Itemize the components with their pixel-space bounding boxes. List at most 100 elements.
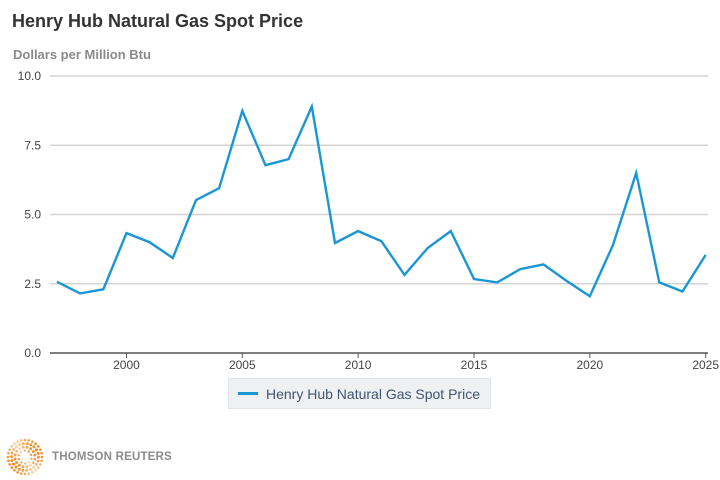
x-tick-label: 2000 (113, 358, 140, 372)
logo-dot (33, 457, 37, 461)
legend[interactable]: Henry Hub Natural Gas Spot Price (228, 378, 491, 409)
x-tick-label: 2025 (692, 358, 719, 372)
logo-dot (31, 440, 34, 443)
logo-dot (25, 442, 29, 446)
y-tick-label: 10.0 (18, 69, 42, 83)
logo-dot (7, 459, 10, 463)
thomson-reuters-logo-icon (6, 438, 44, 476)
brand-logo: THOMSON REUTERS (6, 438, 172, 476)
logo-dot (27, 450, 30, 453)
logo-dot (8, 463, 11, 466)
logo-dot (34, 448, 38, 452)
brand-name: THOMSON REUTERS (52, 451, 172, 463)
y-tick-label: 0.0 (24, 346, 41, 360)
logo-dot (36, 466, 40, 469)
logo-dot (16, 440, 19, 443)
logo-dot (16, 471, 19, 474)
logo-dot (17, 454, 20, 457)
logo-dot (19, 439, 23, 442)
x-axis: 2000 2005 2010 2015 2020 2025 (50, 352, 719, 372)
logo-dot (27, 439, 31, 442)
logo-dot (27, 460, 31, 464)
line-chart: 0.0 2.5 5.0 7.5 10.0 2000 2005 2010 2015 2020 202… (18, 69, 720, 372)
logo-dot (10, 451, 14, 455)
x-tick-label: 2010 (345, 358, 372, 372)
logo-dot (12, 462, 16, 466)
logo-dot (21, 445, 25, 449)
y-tick-label: 7.5 (24, 138, 41, 152)
logo-dot (29, 463, 32, 467)
logo-dot (10, 466, 14, 469)
logo-dot (21, 468, 25, 472)
logo-dot (33, 453, 37, 457)
y-tick-label: 2.5 (24, 277, 41, 291)
logo-dot (23, 449, 26, 452)
logo-dot (10, 445, 14, 448)
x-tick-label: 2020 (576, 358, 603, 372)
logo-dot (31, 461, 35, 465)
logo-dot (21, 465, 25, 469)
logo-dot (6, 455, 10, 459)
series-line (56, 102, 707, 298)
logo-dot (23, 438, 27, 442)
logo-dot (39, 448, 42, 451)
logo-dot (39, 463, 42, 466)
logo-dot (19, 472, 23, 475)
legend-label: Henry Hub Natural Gas Spot Price (266, 385, 480, 402)
logo-dot (17, 467, 21, 471)
logo-dot (32, 465, 36, 469)
logo-dot (13, 457, 17, 461)
logo-dot (25, 468, 29, 472)
logo-dot (25, 465, 29, 469)
logo-dot (29, 443, 33, 447)
logo-dot (32, 445, 36, 449)
logo-dot (17, 458, 21, 461)
logo-dot (28, 467, 32, 471)
logo-dot (17, 463, 21, 467)
logo-dot (15, 461, 19, 464)
series-layer (56, 102, 707, 298)
y-axis-units-label: Dollars per Million Btu (13, 47, 151, 62)
logo-dot (14, 445, 18, 449)
x-tick-label: 2015 (461, 358, 488, 372)
chart-title: Henry Hub Natural Gas Spot Price (12, 11, 304, 31)
y-axis-ticks: 0.0 2.5 5.0 7.5 10.0 (18, 69, 42, 360)
y-tick-label: 5.0 (24, 208, 41, 222)
logo-dot (34, 468, 37, 472)
logo-dot (24, 462, 27, 465)
logo-dot (12, 448, 16, 452)
logo-dot (18, 443, 22, 447)
logo-dot (36, 455, 40, 459)
logo-dot (13, 468, 16, 472)
logo-dot (8, 448, 11, 451)
logo-dot (29, 447, 33, 451)
logo-dot (29, 453, 33, 456)
logo-dot (14, 465, 18, 469)
logo-dot (30, 457, 33, 460)
logo-dot (20, 461, 23, 464)
logo-dot (40, 455, 44, 459)
logo-dot (40, 451, 43, 455)
logo-dot (40, 459, 43, 463)
logo-dot (21, 442, 25, 446)
logo-dot (13, 442, 16, 446)
logo-dot (10, 459, 14, 463)
logo-dot (36, 459, 40, 463)
logo-dot (36, 445, 40, 448)
logo-dot (34, 442, 37, 446)
logo-dot (10, 455, 14, 459)
logo-dot (31, 450, 35, 453)
gridlines (50, 75, 708, 285)
legend-swatch (238, 392, 258, 395)
logo-dot (18, 447, 21, 451)
logo-dot (36, 451, 40, 455)
logo-dot (19, 450, 23, 454)
logo-dot (7, 451, 10, 455)
logo-dot (13, 453, 17, 457)
logo-dot (23, 472, 27, 476)
logo-dot (27, 472, 31, 475)
logo-dot (34, 462, 38, 466)
logo-dot (25, 445, 29, 449)
x-tick-label: 2005 (229, 358, 256, 372)
logo-dot (31, 471, 34, 474)
